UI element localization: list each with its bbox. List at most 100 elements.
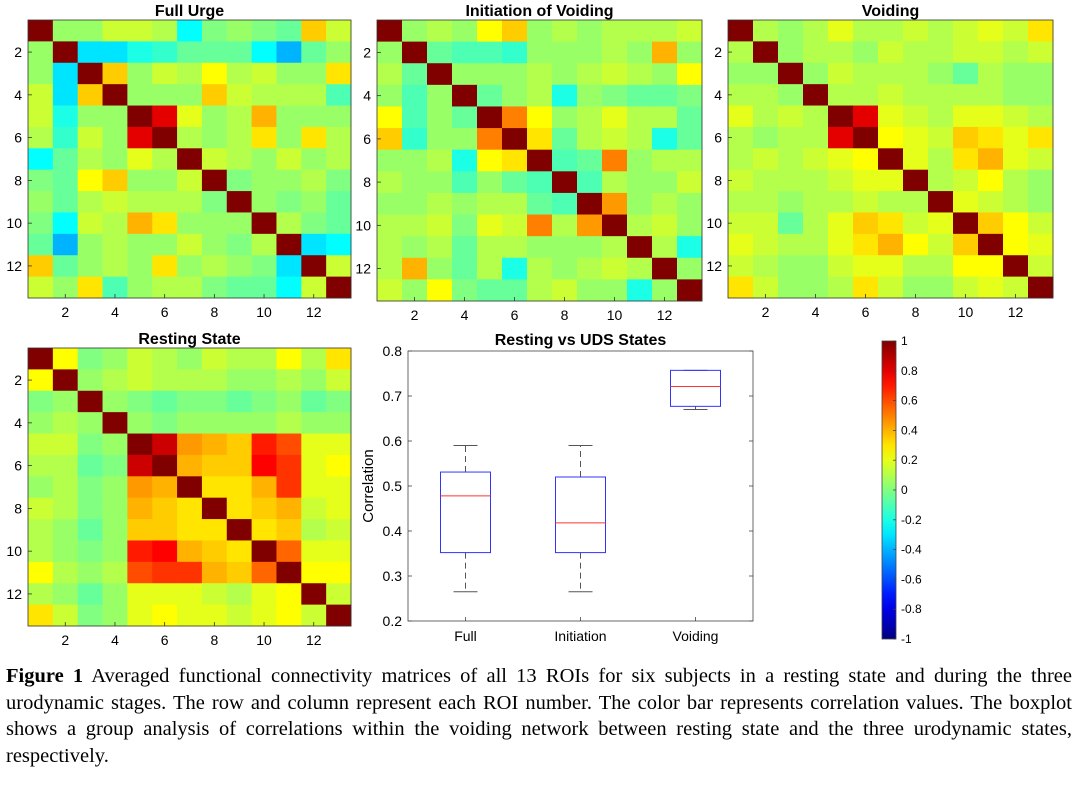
heatmap-cell [28,191,54,213]
heatmap-cell [728,276,754,299]
heatmap-cell [77,476,103,499]
heatmap-cell [477,171,503,194]
heatmap-cell [28,276,54,299]
heatmap-cell [326,540,352,563]
heatmap-cell [552,236,578,259]
heatmap-cell [201,476,228,499]
heatmap-cell [577,20,603,43]
heatmap-cell [377,106,403,129]
heatmap-cell [978,212,1004,235]
heatmap-cell [677,128,703,151]
heatmap-cell [326,276,352,299]
heatmap-cell [978,84,1004,106]
heatmap-cell [52,369,79,392]
y-tick-label: 12 [6,586,22,602]
heatmap-cell [402,149,428,172]
heatmap-cell [102,105,128,128]
x-tick-label: 6 [511,307,519,323]
heatmap-cell [28,169,54,192]
heatmap-cell [152,390,178,413]
heatmap-cell [102,84,128,106]
heatmap-cell [177,561,203,584]
heatmap-cell [251,169,277,192]
heatmap-cell [276,454,302,477]
heatmap-cell [878,84,904,106]
heatmap-cell [627,257,653,280]
heatmap-cell [878,62,904,85]
heatmap-cell [127,105,153,128]
heatmap-cell [226,105,253,128]
heatmap-cell [778,126,804,149]
heatmap-cell [28,390,54,413]
heatmap-cell [102,233,128,256]
heatmap-cell [803,276,829,299]
heatmap-cell [377,128,403,151]
heatmap-cell [728,191,754,213]
heatmap-cell [878,233,904,256]
heatmap-cell [803,191,829,213]
heatmap-cell [251,84,277,106]
heatmap-cell [803,41,829,64]
heatmap-cell [577,192,603,215]
heatmap-cell [201,41,228,64]
heatmap-cell [77,126,103,149]
heatmap-cell [853,276,879,299]
heatmap-cell [28,255,54,278]
heatmap-title: Resting State [138,331,240,348]
heatmap-cell [627,63,653,86]
heatmap-cell [301,255,327,278]
y-tick-label: 8 [14,172,22,188]
heatmap-cell [903,233,929,256]
heatmap-cell [978,233,1004,256]
heatmap-cell [102,126,128,149]
heatmap-cell [326,148,352,171]
heatmap-cell [201,105,228,128]
heatmap-cell [201,369,228,392]
y-tick-label: 8 [714,172,722,188]
heatmap-cell [28,84,54,106]
heatmap-cell [276,276,302,299]
y-tick-label: 0.5 [383,478,403,494]
heatmap-cell [52,41,79,64]
heatmap-cell [326,369,352,392]
heatmap-cell [928,255,954,278]
heatmap-cell [627,20,653,43]
y-tick-label: 0.2 [383,613,403,629]
heatmap-cell [1003,148,1029,171]
heatmap-cell [326,519,352,541]
heatmap-cell [251,105,277,128]
heatmap-cell [77,276,103,299]
heatmap-cell [326,604,352,627]
heatmap-cell [276,497,302,520]
heatmap-cell [953,84,979,106]
heatmap-cell [552,84,578,107]
heatmap-cell [878,126,904,149]
heatmap-cell [477,192,503,215]
heatmap-cell [28,412,54,434]
heatmap-cell [276,348,302,370]
heatmap-cell [177,276,203,299]
heatmap-cell [52,433,79,456]
heatmap-cell [276,561,302,584]
heatmap-cell [728,62,754,85]
heatmap-cell [226,454,253,477]
heatmap-cell [251,583,277,606]
heatmap-cell [52,497,79,520]
heatmap-cell [527,214,553,237]
heatmap-title: Voiding [862,3,919,20]
heatmap-cell [602,20,628,43]
heatmap-cell [301,191,327,213]
heatmap-cell [652,106,678,129]
y-tick-label: 10 [6,215,22,231]
heatmap-cell [77,191,103,213]
heatmap-cell [326,212,352,235]
heatmap-cell [452,257,478,280]
heatmap-cell [778,62,804,85]
heatmap-cell [127,540,153,563]
heatmap-cell [177,412,203,434]
heatmap-cell [77,169,103,192]
heatmap-cell [853,233,879,256]
heatmap-cell [52,212,79,235]
heatmap-cell [978,169,1004,192]
heatmap-cell [201,540,228,563]
